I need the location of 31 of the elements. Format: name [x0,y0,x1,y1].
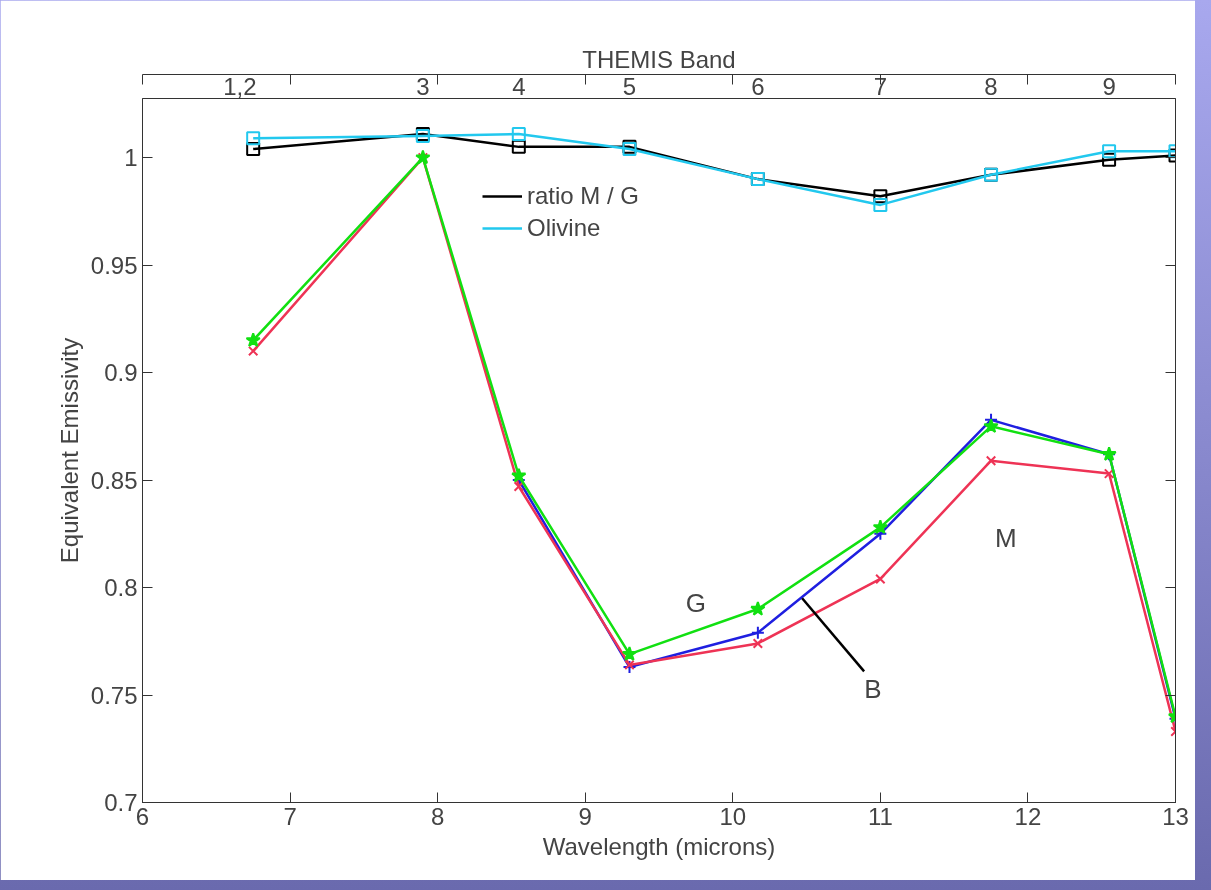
annotation: 1,2 [223,72,257,100]
legend-label: Olivine [527,214,601,242]
annotation: G [685,587,707,618]
y-axis-title: Equivalent Emissivity [55,337,83,564]
y-tick-label: 0.8 [104,574,138,602]
y-tick-label: 1 [124,144,138,172]
y-tick-label: 0.85 [90,466,138,494]
x-tick-label: 6 [135,802,150,830]
x2-axis-title: THEMIS Band [582,45,736,73]
annotation: M [994,523,1017,554]
annotation: B [864,673,882,704]
legend-label: ratio M / G [527,182,640,210]
y-tick-label: 0.9 [104,359,138,387]
x-axis-title: Wavelength (microns) [542,832,776,860]
annotation: 9 [1102,72,1116,100]
y-tick-label: 0.95 [90,251,138,279]
x-tick-label: 12 [1014,802,1042,830]
annotation: 5 [622,72,637,100]
annotation: 7 [873,72,888,100]
x-tick-label: 7 [283,802,297,830]
x-tick-label: 11 [867,802,893,830]
x-tick-label: 13 [1162,802,1189,830]
annotation: 8 [984,72,998,100]
y-tick-label: 0.7 [104,789,138,816]
x-tick-label: 10 [719,802,747,830]
x-tick-label: 9 [578,802,592,830]
y-tick-label: 0.75 [90,681,138,709]
x-tick-label: 8 [430,802,445,830]
annotation: 6 [751,72,765,100]
annotation: 4 [512,72,526,100]
annotation: 3 [416,72,430,100]
